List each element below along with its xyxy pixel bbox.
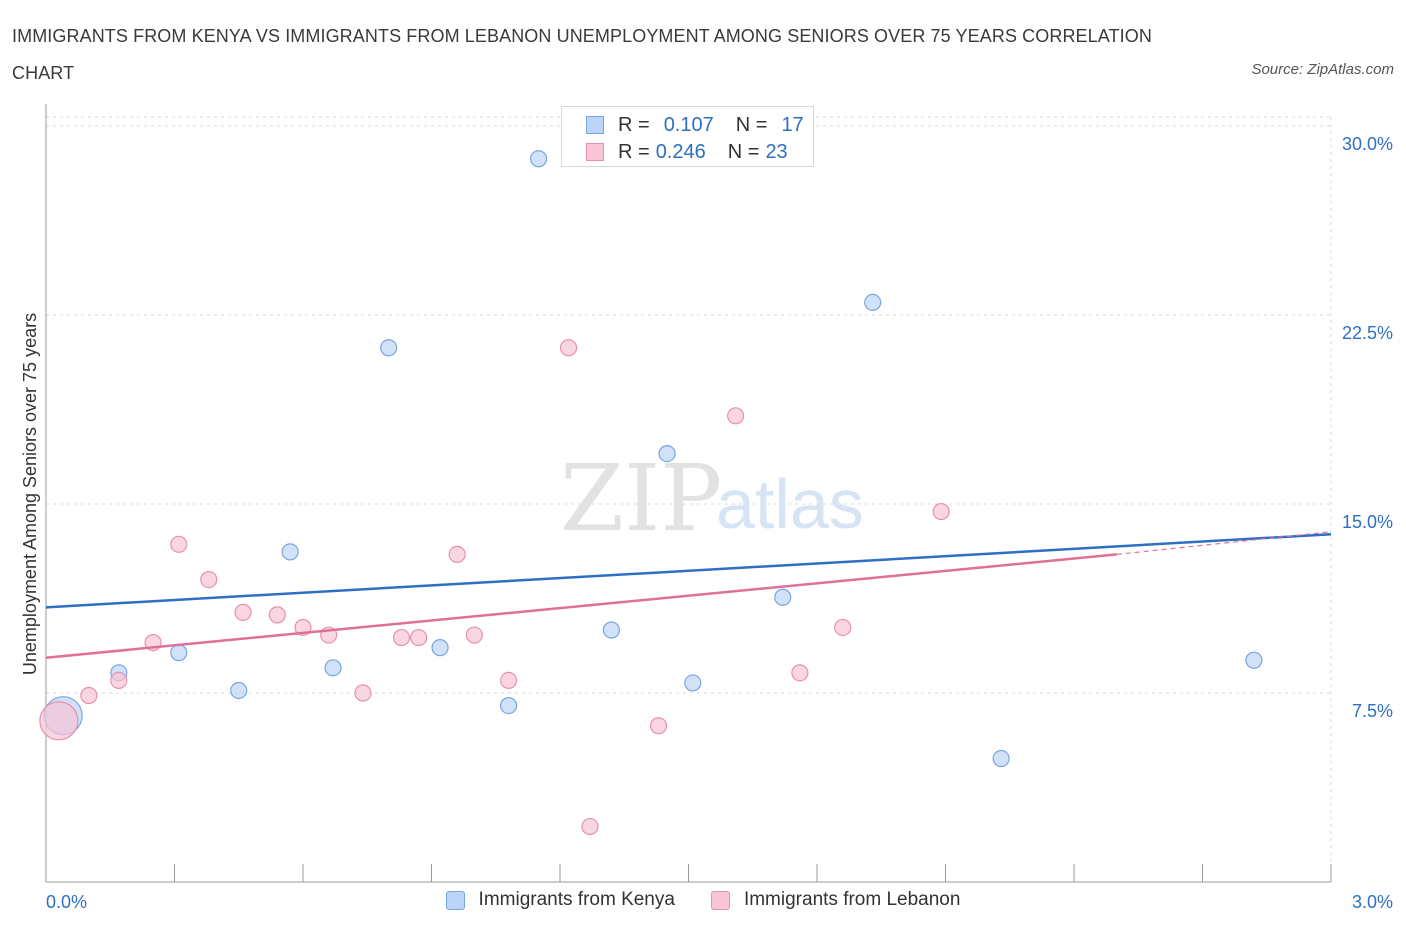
y-tick-labels: 7.5% 15.0% 22.5% 30.0% (1342, 134, 1393, 721)
gridlines (46, 116, 1332, 882)
kenya-point (684, 674, 702, 692)
lebanon-r-value: 0.246 (655, 140, 706, 163)
kenya-point (281, 543, 299, 561)
chart-title: IMMIGRANTS FROM KENYA VS IMMIGRANTS FROM… (12, 26, 1152, 83)
watermark-zip: ZIP (560, 445, 722, 552)
kenya-point (170, 644, 188, 662)
kenya-n-value: 17 (781, 113, 804, 136)
x-tick-label-max: 3.0% (1352, 892, 1393, 912)
lebanon-point (268, 606, 286, 624)
x-tick-label-min: 0.0% (46, 892, 87, 912)
lebanon-trend-line (45, 553, 1117, 659)
lebanon-r-label: R = (618, 140, 650, 163)
lebanon-point (110, 671, 128, 690)
kenya-point (602, 621, 621, 639)
lebanon-point (410, 628, 428, 647)
lebanon-point (834, 618, 852, 637)
lebanon-point (200, 570, 218, 589)
lebanon-point (791, 664, 809, 682)
lebanon-legend-label: Immigrants from Lebanon (743, 889, 961, 910)
lebanon-point (39, 701, 79, 741)
legend-item-kenya: Immigrants from Kenya (445, 889, 675, 911)
correlation-legend: R = 0.107 N = 17 R = 0.246 N = 23 (561, 106, 814, 167)
legend-row-kenya: R = 0.107 N = 17 (586, 113, 804, 137)
trend-lines (45, 531, 1332, 659)
lebanon-point (465, 626, 483, 644)
lebanon-point (559, 339, 578, 357)
kenya-point (658, 445, 676, 463)
y-tick-label: 22.5% (1342, 323, 1393, 343)
lebanon-point (500, 671, 518, 690)
kenya-point (380, 339, 398, 357)
y-tick-label: 7.5% (1352, 701, 1393, 721)
legend-row-lebanon: R = 0.246 N = 23 (586, 140, 788, 164)
lebanon-point (234, 603, 252, 621)
kenya-point (324, 659, 342, 677)
kenya-point (1245, 651, 1263, 669)
kenya-point (230, 681, 248, 700)
kenya-point (431, 639, 449, 657)
kenya-n-label: N = (735, 113, 768, 136)
lebanon-n-value: 23 (765, 140, 788, 163)
lebanon-swatch (586, 143, 604, 161)
lebanon-point (448, 545, 466, 564)
kenya-legend-label: Immigrants from Kenya (478, 889, 675, 910)
series-legend: Immigrants from Kenya Immigrants from Le… (0, 889, 1406, 911)
lebanon-point (170, 535, 188, 553)
legend-item-lebanon: Immigrants from Lebanon (710, 889, 961, 911)
kenya-r-value: 0.107 (663, 113, 714, 136)
kenya-point (500, 696, 518, 715)
kenya-point (529, 150, 548, 168)
kenya-legend-swatch (445, 890, 465, 910)
lebanon-n-label: N = (727, 140, 760, 163)
source-label: Source: ZipAtlas.com (1251, 61, 1394, 78)
kenya-point (864, 293, 882, 311)
kenya-point (774, 588, 792, 606)
kenya-point (992, 749, 1010, 768)
y-tick-label: 30.0% (1342, 134, 1393, 154)
y-tick-label: 15.0% (1342, 512, 1393, 532)
lebanon-point (649, 717, 668, 735)
lebanon-point (932, 502, 950, 521)
lebanon-point (392, 628, 411, 647)
axes (45, 104, 1332, 883)
watermark-atlas: atlas (716, 465, 864, 543)
lebanon-point (80, 686, 98, 705)
lebanon-trend-extension (1116, 531, 1332, 555)
lebanon-legend-swatch (710, 890, 730, 910)
kenya-swatch (586, 116, 604, 134)
kenya-r-label: R = (618, 113, 650, 136)
y-axis-label: Unemployment Among Seniors over 75 years (20, 313, 40, 675)
kenya-trend-line (45, 532, 1332, 609)
lebanon-point (354, 684, 372, 702)
lebanon-point (727, 407, 745, 425)
lebanon-point (581, 817, 599, 836)
